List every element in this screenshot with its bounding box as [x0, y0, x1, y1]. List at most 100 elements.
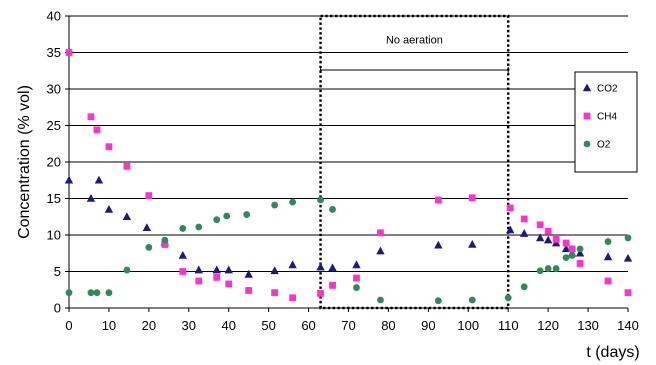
o2-point	[562, 254, 570, 262]
x-tick-label: 50	[261, 318, 275, 333]
ch4-point	[604, 277, 612, 285]
legend-marker-o2	[583, 140, 591, 148]
co2-point	[328, 263, 337, 272]
ch4-point	[145, 192, 153, 199]
ch4-point	[289, 294, 296, 302]
o2-point	[317, 196, 324, 204]
ch4-point	[536, 221, 544, 229]
y-tick-label: 40	[47, 9, 61, 24]
ch4-point	[377, 229, 384, 237]
y-tick-label: 15	[47, 191, 61, 206]
y-tick-label: 30	[47, 82, 61, 97]
o2-point	[377, 296, 384, 304]
y-tick-label: 20	[47, 155, 61, 170]
co2-point	[468, 239, 477, 248]
ch4-point	[506, 204, 514, 212]
x-tick-label: 110	[498, 318, 519, 333]
o2-point	[353, 284, 360, 291]
o2-point	[329, 206, 336, 213]
co2-point	[212, 265, 221, 274]
x-tick-label: 140	[617, 318, 639, 333]
x-tick-label: 30	[182, 318, 196, 333]
x-tick-label: 130	[577, 318, 599, 333]
co2-point	[352, 260, 361, 269]
ch4-point	[329, 281, 336, 289]
co2-point	[603, 252, 613, 261]
x-tick-label: 120	[537, 318, 559, 333]
o2-point	[93, 289, 101, 297]
o2-point	[271, 201, 279, 209]
x-tick-label: 60	[301, 318, 315, 333]
o2-point	[468, 296, 476, 304]
o2-point	[223, 212, 231, 220]
ch4-point	[353, 274, 360, 282]
ch4-point	[225, 280, 233, 288]
o2-point	[65, 289, 73, 297]
x-tick-label: 70	[341, 318, 355, 333]
y-axis: 0 5 10 15 20 25 30 35 40	[47, 9, 70, 316]
co2-point	[194, 265, 203, 274]
co2-point	[244, 269, 253, 278]
y-tick-label: 25	[47, 118, 61, 133]
o2-point	[145, 244, 153, 251]
co2-point	[506, 225, 515, 234]
ch4-point	[87, 113, 95, 121]
grid-lines	[69, 15, 628, 272]
ch4-point	[123, 162, 131, 170]
o2-point	[552, 265, 560, 272]
legend-label-o2: O2	[597, 140, 611, 151]
co2-point	[224, 265, 233, 274]
x-axis: 0 10 20 30 40 50 60 70 80 90 100 110 120 130 140	[65, 307, 639, 333]
x-axis-label: t (days)	[586, 344, 639, 361]
ch4-point	[562, 239, 570, 247]
ch4-point	[624, 289, 632, 297]
x-tick-label: 80	[381, 318, 395, 333]
co2-point	[543, 235, 553, 244]
o2-point	[161, 236, 169, 244]
annotation-region: No aeration	[319, 14, 510, 310]
o2-point	[289, 198, 296, 206]
co2-point	[122, 212, 132, 221]
ch4-point	[434, 196, 442, 204]
ch4-point	[161, 241, 169, 248]
y-tick-label: 10	[47, 228, 61, 243]
co2-point	[561, 244, 571, 253]
o2-point	[576, 245, 584, 253]
ch4-point	[245, 287, 253, 294]
ch4-point	[544, 227, 552, 235]
legend-label-co2: CO2	[597, 84, 618, 95]
co2-point	[376, 246, 385, 255]
co2-point	[519, 229, 529, 237]
o2-point	[568, 252, 576, 259]
x-tick-label: 90	[421, 318, 435, 333]
ch4-point	[271, 289, 279, 297]
o2-point	[195, 223, 203, 231]
x-tick-label: 10	[102, 318, 116, 333]
co2-point	[270, 266, 279, 275]
ch4-point	[568, 245, 576, 253]
x-tick-label: 0	[65, 318, 72, 333]
y-tick-label: 5	[54, 264, 61, 279]
o2-point	[544, 265, 552, 272]
ch4-point	[317, 290, 324, 297]
legend-marker-ch4	[583, 112, 591, 120]
ch4-point	[65, 49, 73, 56]
ch4-point	[179, 268, 187, 275]
co2-point	[86, 194, 96, 202]
ch4-point	[552, 235, 560, 243]
co2-point	[316, 262, 325, 271]
o2-point	[520, 283, 528, 291]
ch4-point	[213, 273, 221, 281]
co2-point	[288, 260, 297, 269]
legend-label-ch4: CH4	[597, 112, 617, 123]
x-tick-label: 40	[221, 318, 235, 333]
o2-point	[624, 234, 632, 242]
o2-point	[105, 289, 113, 297]
ch4-point	[105, 143, 113, 151]
legend-marker-co2	[582, 83, 592, 92]
o2-point	[504, 294, 512, 302]
legend: CO2 CH4 O2	[574, 71, 638, 173]
x-tick-label: 20	[142, 318, 156, 333]
y-axis-label: Concentration (% vol)	[16, 85, 33, 239]
data-points	[64, 49, 633, 305]
